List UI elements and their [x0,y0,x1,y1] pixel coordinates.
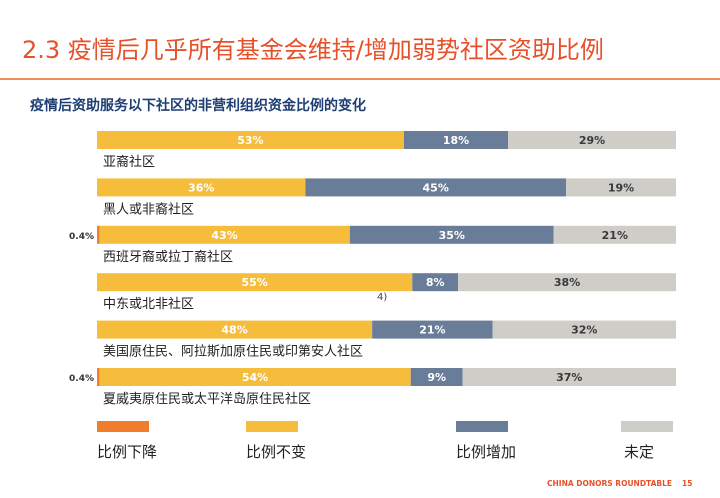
legend-swatch-undecided [621,421,673,432]
bar-segment [97,273,413,292]
data-label: 55% [241,276,267,289]
bar-segment [565,178,676,197]
data-label: 37% [556,371,582,384]
category-label: 黑人或非裔社区 [103,201,194,217]
legend-label-increase: 比例增加 [456,443,517,461]
bar-segment [99,368,411,386]
data-label: 19% [608,181,634,194]
bar-segment [492,320,676,339]
category-label: 亚裔社区 [103,154,155,170]
data-label: 0.4% [69,232,94,242]
bar-segment [97,178,306,197]
category-label: 美国原住民、阿拉斯加原住民或印第安人社区 [103,344,363,360]
bar-segment [372,320,493,339]
data-label: 21% [602,229,628,242]
category-label: 西班牙裔或拉丁裔社区 [103,249,233,265]
bar-segment [553,225,676,244]
data-label: 53% [237,134,263,147]
title-divider [0,78,720,80]
data-label: 38% [554,276,580,289]
bar-segment [349,225,554,244]
bar-segment [97,368,100,386]
data-label: 45% [423,181,449,194]
data-label: 32% [571,324,597,337]
category-label: 中东或北非社区 [103,296,194,312]
bar-segment [305,178,566,197]
legend-label-decrease: 比例下降 [97,443,158,461]
page-number: 15 [682,479,693,488]
bar-segment [97,225,100,244]
data-label: 35% [439,229,465,242]
legend-swatch-decrease [97,421,149,432]
legend-label-undecided: 未定 [624,443,655,461]
category-label: 夏威夷原住民或太平洋岛原住民社区 [103,391,311,407]
slide-title: 2.3 疫情后几乎所有基金会维持/增加弱势社区资助比例 [22,36,604,64]
data-label: 36% [188,181,214,194]
data-label: 0.4% [69,374,94,384]
bar-segment [458,273,676,292]
footer: CHINA DONORS ROUNDTABLE 15 [547,479,692,488]
bar-segment [403,131,509,149]
data-label: 43% [211,229,237,242]
legend-label-unchanged: 比例不变 [246,443,307,461]
bar-segment [412,273,459,292]
data-label: 18% [443,134,469,147]
data-label: 9% [427,371,446,384]
bar-segment [97,320,373,339]
stray-annotation: 4) [377,292,388,303]
data-label: 29% [579,134,605,147]
bar-segment [97,131,404,149]
chart-title: 疫情后资助服务以下社区的非营利组织资金比例的变化 [30,98,366,114]
legend-swatch-unchanged [246,421,298,432]
data-label: 8% [426,276,445,289]
data-label: 54% [242,371,268,384]
legend-swatch-increase [456,421,508,432]
footer-org: CHINA DONORS ROUNDTABLE [547,479,673,488]
data-label: 48% [221,324,247,337]
bar-segment [410,368,463,386]
data-label: 21% [419,324,445,337]
bar-segment [508,131,676,149]
bar-segment [462,368,676,386]
bar-segment [99,225,350,244]
